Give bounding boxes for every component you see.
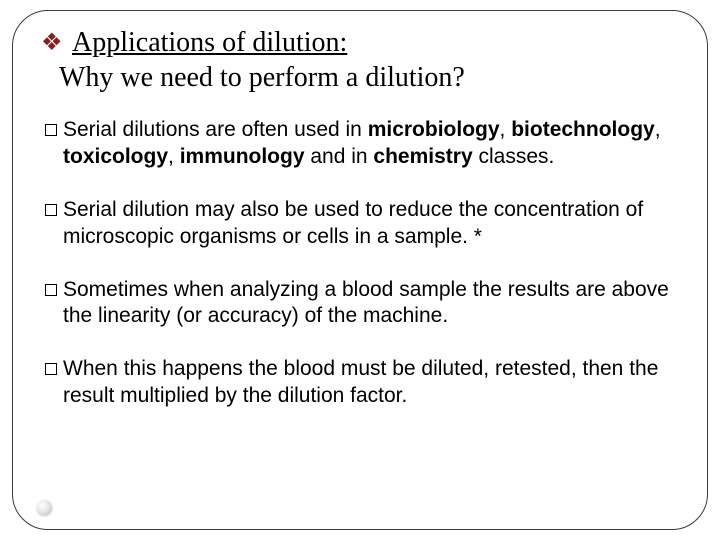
bullet-continuation: the linearity (or accuracy) of the machi… — [45, 303, 679, 330]
bullet-text: Serial dilutions are often used in — [63, 118, 368, 141]
bullet-continuation: result multiplied by the dilution factor… — [45, 383, 679, 410]
bullet-text: , — [500, 118, 512, 141]
diamond-bullet-icon: ❖ — [41, 30, 63, 56]
bullet-text: Serial dilution may also be used to redu… — [63, 198, 643, 221]
title-line-2: Why we need to perform a dilution? — [41, 60, 679, 95]
bullet-item: Sometimes when analyzing a blood sample … — [45, 277, 679, 331]
bullet-continuation: toxicology, immunology and in chemistry … — [45, 144, 679, 171]
corner-dot-icon — [37, 500, 52, 515]
bullet-continuation: microscopic organisms or cells in a samp… — [45, 224, 679, 251]
bullet-item: Serial dilution may also be used to redu… — [45, 197, 679, 251]
bullet-text: and in — [305, 145, 374, 168]
title-block: ❖ Applications of dilution: Why we need … — [41, 25, 679, 95]
bullet-item: When this happens the blood must be dilu… — [45, 356, 679, 410]
bullet-text: Sometimes when analyzing a blood sample … — [63, 278, 669, 301]
bold-term: toxicology — [63, 145, 168, 168]
title-text-underlined: Applications of dilution: — [72, 27, 347, 58]
square-bullet-icon — [45, 124, 57, 136]
bullet-text: , — [655, 118, 661, 141]
bold-term: chemistry — [373, 145, 472, 168]
bold-term: biotechnology — [511, 118, 655, 141]
bullet-text: classes. — [473, 145, 555, 168]
bold-term: immunology — [180, 145, 305, 168]
bullet-text: When this happens the blood must be dilu… — [63, 357, 658, 380]
square-bullet-icon — [45, 284, 57, 296]
bullet-list: Serial dilutions are often used in micro… — [41, 117, 679, 410]
bullet-text: , — [168, 145, 180, 168]
title-line-1: ❖ Applications of dilution: — [41, 25, 679, 60]
square-bullet-icon — [45, 204, 57, 216]
slide-frame: ❖ Applications of dilution: Why we need … — [12, 10, 708, 530]
bold-term: microbiology — [368, 118, 500, 141]
bullet-item: Serial dilutions are often used in micro… — [45, 117, 679, 171]
square-bullet-icon — [45, 363, 57, 375]
